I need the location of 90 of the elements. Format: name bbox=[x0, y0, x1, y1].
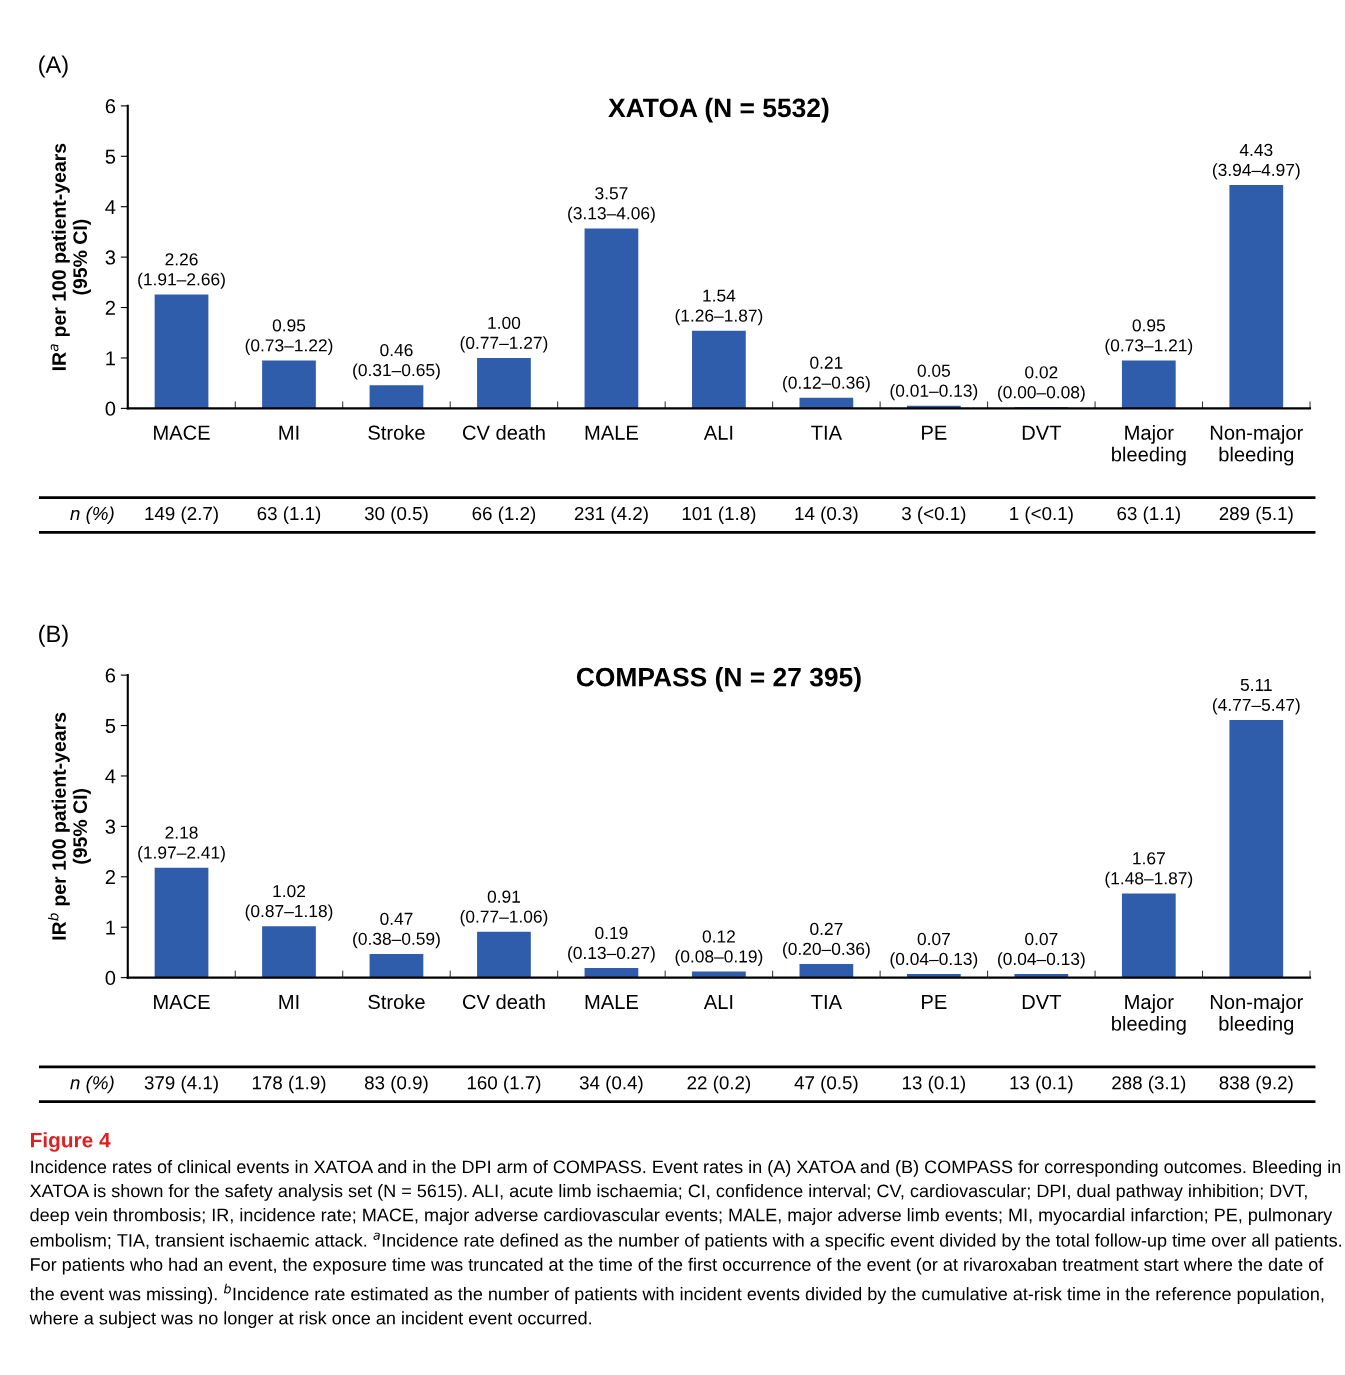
y-tick-label: 3 bbox=[105, 819, 116, 834]
data-label: 0.95 (0.73–1.22) bbox=[245, 319, 333, 355]
y-tick-label: 5 bbox=[105, 149, 116, 164]
x-tick-label: ALI bbox=[703, 425, 733, 440]
text: 47 (0.5) bbox=[794, 1075, 858, 1094]
x-tick-label: DVT bbox=[1022, 425, 1062, 440]
text: 838 (9.2) bbox=[1219, 1075, 1293, 1094]
y-tick-label: 1 bbox=[106, 920, 115, 935]
text: 289 (5.1) bbox=[1219, 506, 1293, 524]
x-tick-label: TIA bbox=[811, 995, 843, 1009]
y-tick-label: 3 bbox=[105, 250, 116, 265]
text: 149 (2.7) bbox=[145, 506, 218, 524]
x-tick-label: TIA bbox=[811, 425, 843, 440]
text: 66 (1.2) bbox=[472, 506, 536, 524]
chart-title: XATOA (N = 5532) bbox=[608, 97, 829, 123]
x-tick-label: MALE bbox=[585, 425, 638, 440]
data-label: 0.47 (0.38–0.59) bbox=[353, 912, 440, 949]
y-tick-label: 6 bbox=[105, 668, 116, 683]
chart-title: COMPASS (N = 27 395) bbox=[576, 667, 861, 692]
y-axis-title: IR$^{b}$ per 100 patient-years (95% CI) bbox=[47, 712, 91, 940]
data-label: 4.43 (3.94–4.97) bbox=[1212, 143, 1300, 180]
x-tick-label: CV death bbox=[462, 425, 545, 440]
text: 83 (0.9) bbox=[364, 1075, 428, 1094]
data-label: 2.18 (1.97–2.41) bbox=[138, 826, 225, 863]
text: 231 (4.2) bbox=[574, 506, 648, 524]
y-tick-label: 1 bbox=[106, 351, 115, 366]
data-label: 1.67 (1.48–1.87) bbox=[1105, 852, 1193, 888]
y-tick-label: 0 bbox=[105, 401, 116, 416]
text: 63 (1.1) bbox=[1117, 506, 1180, 524]
y-tick-label: 6 bbox=[105, 99, 116, 114]
data-label: 0.91 (0.77–1.06) bbox=[460, 890, 548, 927]
data-label: 1.02 (0.87–1.18) bbox=[245, 884, 333, 921]
data-label: 0.07 (0.04–0.13) bbox=[998, 932, 1085, 969]
y-tick-label: 0 bbox=[105, 970, 116, 986]
x-tick-label: ALI bbox=[703, 995, 733, 1009]
data-label: 0.27 (0.20–0.36) bbox=[783, 922, 870, 959]
x-tick-label: Non-major bleeding bbox=[1210, 994, 1303, 1035]
text: 14 (0.3) bbox=[795, 506, 858, 524]
text: Incidence rates of clinical events in XATOA and in the DPI arm of COMPASS. Event rates in (A) XATOA and (B) COMPASS for corresponding outcomes. Bleeding in XATOA is shown for the safety analysis set (N = 5615). ALI, acute limb ischaemia; CI, confidence interval; CV, cardiovascular; DPI, dual pathway inhibition; DVT, deep vein thrombosis; IR, incidence rate; MACE, major adverse cardiovascular events; MALE, major adverse limb events; MI, myocardial infarction; PE, pulmonary embolism; TIA, transient ischaemic attack. $^{a}$Incidence rate defined as the number of patients with a specific event divided by the total follow-up time over all patients. For patients who had an event, the exposure time was truncated at the time of the first occurrence of the event (or at rivaroxaban treatment start where the date of the event was missing). $^{b}$Incidence rate estimated as the number of patients with incident events divided by the cumulative at-risk time in the reference population, where a subject was no longer at risk once an incident event occurred. bbox=[29, 1160, 1342, 1329]
x-tick-label: Stroke bbox=[368, 994, 425, 1010]
text: n (%) bbox=[70, 506, 114, 524]
text: 160 (1.7) bbox=[467, 1075, 541, 1094]
y-tick-label: 4 bbox=[105, 200, 116, 215]
data-label: 0.05 (0.01–0.13) bbox=[890, 364, 978, 401]
data-label: 1.00 (0.77–1.27) bbox=[460, 316, 548, 353]
x-tick-label: DVT bbox=[1022, 995, 1062, 1009]
data-label: 3.57 (3.13–4.06) bbox=[568, 187, 655, 223]
text: 1 (<0.1) bbox=[1010, 506, 1073, 524]
x-tick-label: MI bbox=[279, 425, 299, 440]
text: 178 (1.9) bbox=[252, 1075, 326, 1094]
text: 3 (<0.1) bbox=[902, 506, 966, 524]
text: 288 (3.1) bbox=[1112, 1075, 1186, 1094]
x-tick-label: MALE bbox=[585, 995, 638, 1009]
x-tick-label: MI bbox=[279, 995, 299, 1009]
x-tick-label: PE bbox=[922, 995, 947, 1009]
text: (B) bbox=[39, 624, 68, 647]
y-tick-label: 2 bbox=[105, 300, 115, 315]
text: 101 (1.8) bbox=[682, 506, 756, 524]
y-tick-label: 2 bbox=[105, 870, 115, 885]
x-tick-label: MACE bbox=[154, 994, 210, 1010]
data-label: 2.26 (1.91–2.66) bbox=[138, 253, 225, 289]
text: 379 (4.1) bbox=[144, 1075, 218, 1094]
x-tick-label: Non-major bleeding bbox=[1210, 425, 1303, 466]
x-tick-label: PE bbox=[922, 425, 947, 440]
text: (A) bbox=[39, 55, 68, 78]
text: 30 (0.5) bbox=[364, 506, 428, 524]
x-tick-label: CV death bbox=[462, 994, 545, 1010]
x-tick-label: Stroke bbox=[368, 425, 425, 440]
text: 34 (0.4) bbox=[579, 1075, 643, 1094]
caption: Figure 4 bbox=[30, 1132, 111, 1152]
data-label: 0.46 (0.31–0.65) bbox=[353, 343, 440, 380]
text: 22 (0.2) bbox=[687, 1075, 751, 1094]
y-tick-label: 4 bbox=[105, 769, 116, 784]
data-label: 1.54 (1.26–1.87) bbox=[675, 289, 763, 326]
text: 13 (0.1) bbox=[902, 1075, 966, 1094]
data-label: 0.95 (0.73–1.21) bbox=[1105, 319, 1193, 355]
data-label: 0.12 (0.08–0.19) bbox=[675, 930, 763, 967]
x-tick-label: Major bleeding bbox=[1112, 994, 1186, 1035]
text: 13 (0.1) bbox=[1010, 1075, 1073, 1094]
text: 63 (1.1) bbox=[257, 506, 321, 524]
y-tick-label: 5 bbox=[105, 718, 116, 734]
data-label: 0.02 (0.00–0.08) bbox=[998, 366, 1085, 402]
x-tick-label: MACE bbox=[154, 425, 210, 440]
data-label: 0.19 (0.13–0.27) bbox=[568, 926, 655, 963]
text: n (%) bbox=[70, 1075, 114, 1094]
data-label: 5.11 (4.77–5.47) bbox=[1212, 678, 1300, 715]
x-tick-label: Major bleeding bbox=[1112, 425, 1186, 466]
y-axis-title: IR$^{a}$ per 100 patient-years (95% CI) bbox=[50, 143, 91, 371]
data-label: 0.07 (0.04–0.13) bbox=[890, 932, 978, 969]
data-label: 0.21 (0.12–0.36) bbox=[783, 356, 870, 393]
